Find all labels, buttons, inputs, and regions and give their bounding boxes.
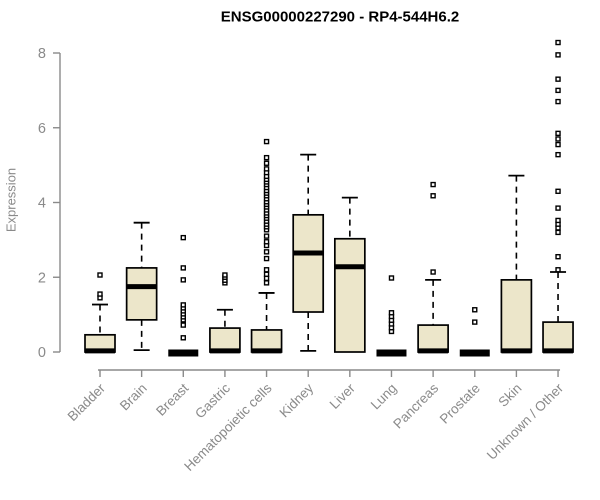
outlier-point <box>555 188 561 194</box>
outlier-point <box>180 302 186 308</box>
outlier-point <box>263 166 270 172</box>
x-axis-label: Pancreas <box>390 380 441 431</box>
outlier-point <box>180 234 186 241</box>
outlier-point <box>472 307 478 313</box>
outlier-point <box>555 76 561 82</box>
outlier-point <box>263 138 270 145</box>
outlier-point <box>263 233 270 239</box>
outlier-point <box>430 193 436 199</box>
y-axis-tick-label: 4 <box>38 196 46 212</box>
outlier-point <box>555 253 561 260</box>
outlier-point <box>555 136 561 142</box>
outlier-point <box>263 249 270 255</box>
box <box>417 324 449 353</box>
y-axis-tick-label: 8 <box>38 46 46 62</box>
outlier-point <box>555 87 561 94</box>
outlier-point <box>263 160 270 166</box>
outlier-point <box>555 39 561 46</box>
box <box>125 267 158 321</box>
outlier-point <box>555 217 561 224</box>
outlier-point <box>263 280 270 286</box>
y-axis-tick-label: 2 <box>38 270 46 286</box>
outlier-point <box>555 141 561 148</box>
outlier-point <box>222 272 228 278</box>
outlier-point <box>263 255 270 262</box>
outlier-point <box>555 267 561 273</box>
outlier-point <box>263 275 270 282</box>
chart-title: ENSG00000227290 - RP4-544H6.2 <box>220 8 460 26</box>
x-axis-label: Gastric <box>192 380 233 421</box>
box <box>292 213 325 313</box>
outlier-point <box>388 275 395 281</box>
box <box>333 237 366 353</box>
box <box>542 321 574 353</box>
x-axis-label: Liver <box>327 380 359 412</box>
outlier-point <box>263 267 270 273</box>
outlier-point <box>180 265 186 271</box>
x-axis-label: Bladder <box>65 380 109 424</box>
outlier-point <box>555 151 561 158</box>
outlier-point <box>180 277 186 283</box>
outlier-point <box>555 52 561 58</box>
outlier-point <box>430 269 436 275</box>
y-axis-tick-label: 6 <box>38 121 46 137</box>
outlier-point <box>430 181 436 188</box>
outlier-point <box>180 322 186 328</box>
outlier-point <box>555 98 561 105</box>
box <box>500 279 533 353</box>
x-axis-label: Breast <box>153 380 191 418</box>
outlier-point <box>555 130 561 137</box>
x-axis-label: Skin <box>495 381 524 410</box>
outlier-point <box>263 154 270 161</box>
outlier-point <box>180 335 186 341</box>
outlier-point <box>472 319 478 325</box>
x-axis-label: Brain <box>117 381 150 414</box>
x-axis-label: Unknown / Other <box>484 380 567 463</box>
outlier-point <box>263 239 270 245</box>
outlier-point <box>555 229 561 236</box>
x-axis-label: Prostate <box>437 381 483 427</box>
x-axis-label: Lung <box>368 381 400 413</box>
outlier-point <box>555 205 561 211</box>
outlier-point <box>97 291 103 297</box>
x-axis-label: Kidney <box>277 380 317 420</box>
outlier-point <box>388 310 395 316</box>
outlier-point <box>263 271 270 277</box>
outlier-point <box>97 272 103 278</box>
y-axis-tick-label: 0 <box>38 345 46 361</box>
